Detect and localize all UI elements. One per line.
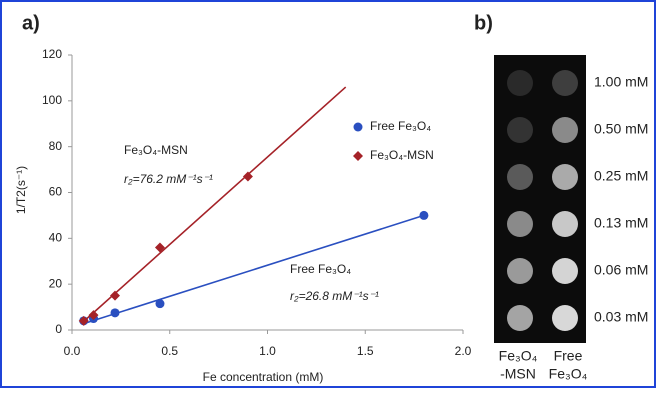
- sample-well: [507, 211, 533, 237]
- x-tick-label: 2.0: [455, 344, 472, 358]
- data-point: [243, 171, 253, 181]
- sample-well: [507, 258, 533, 284]
- annotation: r₂=76.2 mM⁻¹s⁻¹: [124, 172, 213, 186]
- x-axis-label: Fe concentration (mM): [203, 370, 324, 384]
- y-axis-label: 1/T2(s⁻¹): [14, 166, 28, 214]
- panel-label: b): [474, 12, 493, 34]
- column-label: Fe₃O₄: [499, 348, 538, 364]
- y-tick-label: 120: [42, 47, 62, 61]
- y-tick-label: 20: [49, 276, 63, 290]
- sample-well: [507, 117, 533, 143]
- data-point: [111, 308, 120, 317]
- legend-label: Free Fe₃O₄: [370, 119, 431, 133]
- concentration-label: 1.00 mM: [594, 74, 648, 90]
- column-label: Fe₃O₄: [549, 366, 588, 382]
- sample-well: [507, 164, 533, 190]
- concentration-label: 0.50 mM: [594, 121, 648, 137]
- panel-label: a): [22, 12, 40, 34]
- sample-well: [552, 305, 578, 331]
- sample-well: [552, 211, 578, 237]
- mri-image: [494, 55, 586, 343]
- column-label: -MSN: [500, 366, 536, 382]
- column-label: Free: [554, 348, 583, 364]
- y-tick-label: 40: [49, 231, 63, 245]
- concentration-label: 0.25 mM: [594, 168, 648, 184]
- x-tick-label: 0.5: [161, 344, 178, 358]
- concentration-label: 0.06 mM: [594, 262, 648, 278]
- fit-line: [82, 87, 346, 323]
- sample-well: [552, 258, 578, 284]
- annotation: Free Fe₃O₄: [290, 262, 351, 276]
- concentration-label: 0.03 mM: [594, 309, 648, 325]
- fit-line: [82, 215, 424, 324]
- y-tick-label: 100: [42, 93, 62, 107]
- legend-marker: [353, 151, 363, 161]
- sample-well: [507, 70, 533, 96]
- figure: a) b) Fe concentration (mM) 1/T2(s⁻¹) Fe…: [0, 0, 656, 388]
- sample-well: [552, 70, 578, 96]
- y-tick-label: 0: [55, 322, 62, 336]
- legend-marker: [354, 123, 363, 132]
- y-tick-label: 80: [49, 139, 63, 153]
- x-tick-label: 0.0: [64, 344, 81, 358]
- x-tick-label: 1.5: [357, 344, 374, 358]
- sample-well: [507, 305, 533, 331]
- sample-well: [552, 117, 578, 143]
- annotation: r₂=26.8 mM⁻¹s⁻¹: [290, 289, 379, 303]
- annotation: Fe₃O₄-MSN: [124, 143, 188, 157]
- sample-well: [552, 164, 578, 190]
- data-point: [155, 299, 164, 308]
- legend-label: Fe₃O₄-MSN: [370, 148, 434, 162]
- data-point: [419, 211, 428, 220]
- y-tick-label: 60: [49, 185, 63, 199]
- x-tick-label: 1.0: [259, 344, 276, 358]
- data-point: [110, 291, 120, 301]
- concentration-label: 0.13 mM: [594, 215, 648, 231]
